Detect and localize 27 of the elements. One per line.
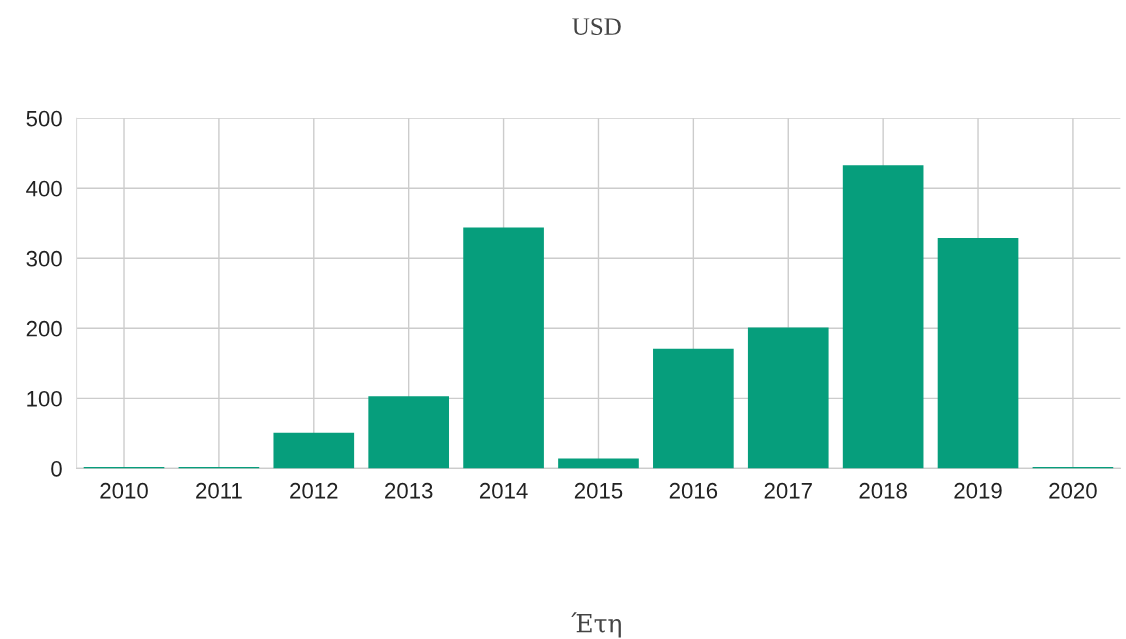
x-tick-label: 2019 [954,482,1002,499]
x-axis-title: Έτη [571,612,621,638]
y-tick-label: 200 [26,320,62,337]
bar [842,165,924,469]
bar [368,396,450,469]
y-tick-label: 300 [26,250,62,267]
x-tick-label: 2015 [574,482,623,499]
x-tick-label: 2012 [290,482,338,499]
x-tick-label: 2014 [479,482,528,499]
y-tick-label: 500 [26,110,62,127]
bar [747,327,829,469]
x-tick-label: 2013 [385,482,433,499]
chart-title: USD [572,18,621,36]
y-tick-label: 400 [26,180,62,197]
bar [558,458,639,469]
bar [273,432,355,469]
x-tick-label: 2010 [100,482,148,499]
x-tick-label: 2016 [669,482,718,499]
y-tick-label: 100 [27,390,62,407]
y-tick-label: 0 [51,460,62,477]
bar [937,237,1019,469]
x-tick-label: 2018 [859,482,907,499]
x-tick-label: 2020 [1049,482,1097,499]
x-tick-label: 2011 [196,482,242,499]
bar [653,348,734,469]
x-tick-label: 2017 [764,482,812,499]
bar [463,227,544,469]
